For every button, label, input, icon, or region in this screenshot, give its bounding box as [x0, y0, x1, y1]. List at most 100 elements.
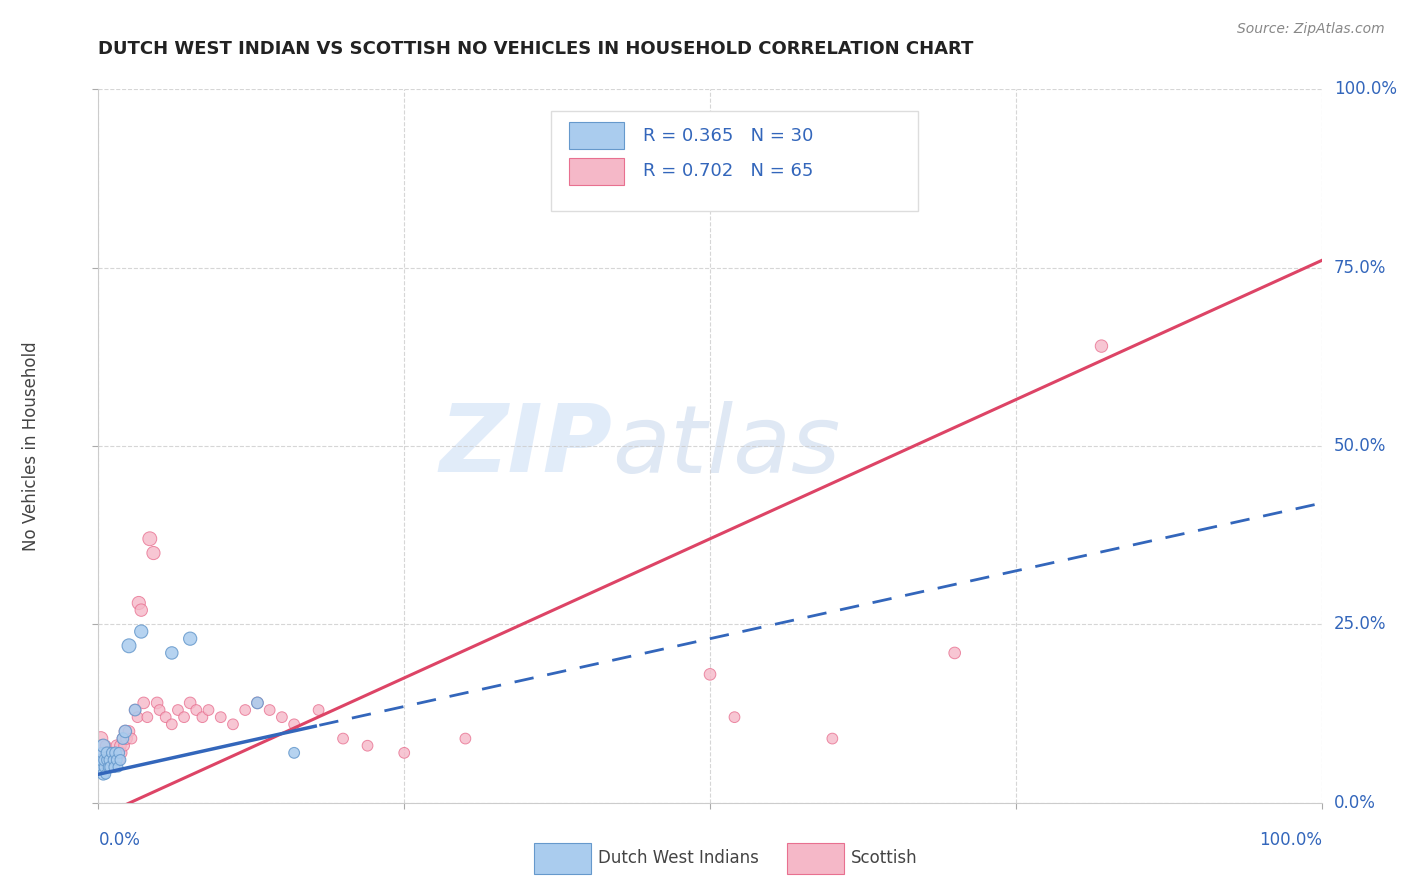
Point — [105, 739, 128, 753]
Point — [233, 703, 256, 717]
Point — [90, 760, 112, 774]
Point — [356, 739, 378, 753]
Point — [186, 703, 208, 717]
Point — [97, 760, 120, 774]
Point — [114, 724, 136, 739]
Point — [222, 717, 245, 731]
Point — [943, 646, 966, 660]
Point — [110, 753, 132, 767]
Point — [91, 753, 114, 767]
Text: R = 0.702   N = 65: R = 0.702 N = 65 — [643, 162, 813, 180]
Point — [179, 696, 201, 710]
Point — [149, 703, 172, 717]
Text: 0.0%: 0.0% — [98, 831, 141, 849]
Text: Dutch West Indians: Dutch West Indians — [598, 849, 758, 867]
Point — [100, 760, 122, 774]
Text: Source: ZipAtlas.com: Source: ZipAtlas.com — [1237, 22, 1385, 37]
Point — [127, 710, 149, 724]
Point — [108, 746, 131, 760]
Point — [129, 624, 152, 639]
Point — [101, 746, 124, 760]
Point — [93, 760, 115, 774]
Point — [179, 632, 201, 646]
Point — [124, 703, 146, 717]
Point — [332, 731, 354, 746]
Point — [103, 760, 125, 774]
Point — [93, 760, 115, 774]
Point — [1090, 339, 1112, 353]
Text: Scottish: Scottish — [851, 849, 917, 867]
Point — [112, 739, 135, 753]
Point — [100, 760, 122, 774]
Point — [308, 703, 330, 717]
Point — [129, 603, 152, 617]
Point — [392, 746, 416, 760]
Point — [91, 739, 114, 753]
Point — [96, 753, 118, 767]
Text: 100.0%: 100.0% — [1334, 80, 1398, 98]
Text: DUTCH WEST INDIAN VS SCOTTISH NO VEHICLES IN HOUSEHOLD CORRELATION CHART: DUTCH WEST INDIAN VS SCOTTISH NO VEHICLE… — [98, 40, 974, 58]
Point — [91, 767, 114, 781]
Point — [101, 746, 124, 760]
Point — [136, 710, 159, 724]
FancyBboxPatch shape — [551, 111, 918, 211]
Point — [91, 746, 114, 760]
Point — [96, 753, 118, 767]
FancyBboxPatch shape — [569, 158, 624, 185]
Point — [146, 696, 169, 710]
Point — [155, 710, 177, 724]
Point — [723, 710, 745, 724]
FancyBboxPatch shape — [569, 122, 624, 149]
Text: 25.0%: 25.0% — [1334, 615, 1386, 633]
Point — [104, 746, 127, 760]
Point — [91, 746, 114, 760]
Point — [115, 731, 138, 746]
Point — [111, 731, 134, 746]
Point — [139, 532, 162, 546]
Text: atlas: atlas — [612, 401, 841, 491]
Text: 75.0%: 75.0% — [1334, 259, 1386, 277]
Point — [114, 724, 136, 739]
Point — [270, 710, 294, 724]
Point — [120, 731, 142, 746]
Point — [821, 731, 844, 746]
Point — [91, 753, 114, 767]
Point — [142, 546, 165, 560]
Text: 100.0%: 100.0% — [1258, 831, 1322, 849]
Point — [101, 753, 124, 767]
Point — [111, 746, 134, 760]
Point — [96, 746, 118, 760]
Point — [90, 746, 112, 760]
Point — [191, 710, 214, 724]
Point — [246, 696, 269, 710]
Point — [94, 767, 117, 781]
Point — [128, 596, 150, 610]
Point — [91, 760, 114, 774]
Point — [91, 739, 114, 753]
Point — [97, 753, 120, 767]
Point — [104, 746, 127, 760]
Point — [103, 760, 125, 774]
Point — [118, 724, 141, 739]
Point — [246, 696, 269, 710]
Point — [94, 739, 117, 753]
Point — [209, 710, 232, 724]
Point — [124, 703, 146, 717]
Point — [98, 753, 121, 767]
Text: 50.0%: 50.0% — [1334, 437, 1386, 455]
Point — [160, 646, 183, 660]
Point — [167, 703, 190, 717]
Point — [96, 746, 118, 760]
Point — [107, 760, 129, 774]
Point — [107, 746, 129, 760]
Point — [454, 731, 477, 746]
Point — [105, 753, 128, 767]
Point — [93, 753, 115, 767]
Point — [118, 639, 141, 653]
Point — [197, 703, 219, 717]
Point — [101, 753, 124, 767]
Point — [111, 731, 134, 746]
Text: 0.0%: 0.0% — [1334, 794, 1375, 812]
Point — [160, 717, 183, 731]
Point — [97, 760, 120, 774]
